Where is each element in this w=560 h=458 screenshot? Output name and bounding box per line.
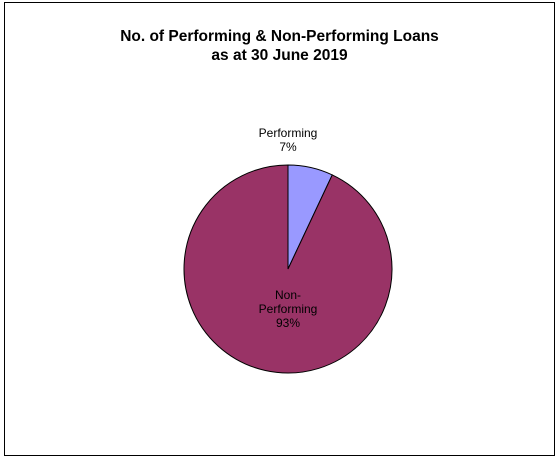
slice-label-non-performing: Non-Performing 93% [259, 288, 318, 330]
pie-slice-non-performing [183, 164, 393, 374]
slice-name-non-performing: Non- [275, 288, 301, 302]
pie-chart: Performing 7%Non-Performing 93% [183, 126, 393, 374]
chart-title: No. of Performing & Non-Performing Loans… [5, 27, 554, 65]
chart-title-line-1: No. of Performing & Non-Performing Loans [120, 28, 439, 45]
slice-label-performing: Performing 7% [259, 126, 318, 154]
slice-percent-non-performing: 93% [276, 316, 300, 330]
chart-title-line-2: as at 30 June 2019 [211, 47, 348, 64]
slice-percent-performing: 7% [279, 140, 297, 154]
slice-name-performing: Performing [259, 126, 318, 140]
slice-name-non-performing: Performing [259, 302, 318, 316]
chart-area: No. of Performing & Non-Performing Loans… [4, 2, 555, 456]
